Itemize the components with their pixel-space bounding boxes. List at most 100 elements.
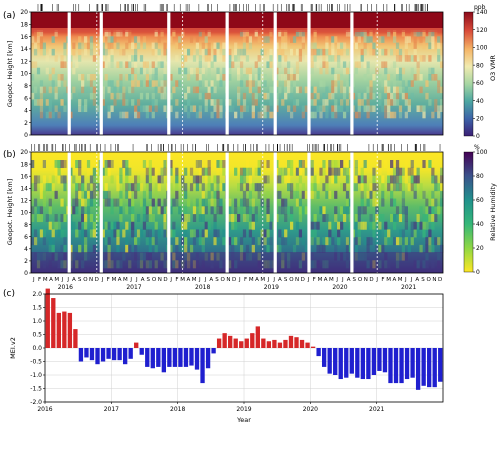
humidity-cell (131, 198, 135, 207)
ozone-cell (431, 30, 435, 37)
humidity-cell (431, 198, 435, 207)
humidity-cell (284, 175, 288, 184)
humidity-cell (419, 190, 423, 199)
humidity-cell (169, 167, 173, 176)
ozone-cell (337, 55, 341, 62)
ozone-cell (204, 48, 208, 56)
humidity-cell (78, 244, 82, 253)
ozone-cell (410, 42, 414, 50)
humidity-cell (322, 167, 326, 176)
ozone-cell (342, 67, 347, 75)
humidity-cell (334, 244, 338, 253)
ozone-cell (254, 99, 258, 106)
ozone-cell (275, 80, 279, 87)
ozone-cell (125, 99, 129, 106)
humidity-cell (107, 244, 111, 253)
humidity-cell (245, 214, 250, 223)
humidity-cell (395, 160, 400, 169)
ozone-cell (145, 61, 150, 69)
ozone-cell (428, 99, 432, 106)
ozone-cell (413, 30, 417, 37)
ozone-cell (260, 48, 264, 56)
ozone-cell (342, 61, 347, 69)
ozone-cell (198, 80, 202, 87)
ozone-cell (345, 80, 350, 87)
ozone-cell (398, 55, 403, 62)
ozone-cell (113, 99, 117, 106)
humidity-cell (245, 244, 250, 253)
ozone-cell (242, 67, 247, 75)
humidity-cell (83, 198, 88, 207)
humidity-cell (216, 206, 220, 215)
ozone-cell (369, 42, 373, 50)
humidity-cell (86, 206, 91, 215)
humidity-cell (416, 167, 420, 176)
humidity-cell (360, 221, 364, 230)
month-label: S (284, 277, 288, 283)
ozone-cell (198, 61, 202, 69)
humidity-cell (54, 167, 58, 176)
humidity-cell (281, 167, 285, 176)
ozone-cell (86, 86, 91, 94)
humidity-cell (410, 221, 414, 230)
humidity-cell (69, 206, 73, 215)
humidity-cell (392, 221, 397, 230)
humidity-cell (192, 214, 197, 223)
month-label: D (163, 277, 167, 283)
y-tick-label: 4 (24, 246, 28, 253)
humidity-cell (425, 198, 429, 207)
humidity-cell (331, 175, 335, 184)
humidity-cell (131, 221, 135, 230)
humidity-cell (295, 237, 300, 246)
ozone-cell (195, 86, 200, 94)
humidity-cell (378, 214, 382, 223)
ozone-cell (192, 74, 197, 81)
ozone-cell (216, 105, 220, 113)
ozone-cell (83, 105, 88, 113)
humidity-cell (42, 175, 47, 184)
ozone-cell (387, 111, 391, 119)
ozone-cell (298, 30, 303, 37)
humidity-cell (72, 175, 76, 184)
ozone-cell (437, 48, 441, 56)
humidity-cell (266, 190, 270, 199)
humidity-cell (128, 206, 132, 215)
ozone-cell (60, 61, 64, 69)
ozone-cell (413, 55, 417, 62)
month-label: J (66, 277, 69, 283)
ozone-cell (325, 61, 329, 69)
humidity-cell (219, 183, 223, 192)
ozone-cell (248, 74, 253, 81)
humidity-cell (239, 183, 244, 192)
year-label: 2019 (264, 284, 279, 291)
humidity-cell (83, 237, 88, 246)
ozone-cell (31, 74, 35, 81)
humidity-cell (234, 198, 238, 207)
humidity-cell (128, 190, 132, 199)
ozone-cell (204, 99, 208, 106)
mei-bar (178, 348, 183, 367)
ozone-cell (281, 36, 285, 43)
ozone-cell (136, 74, 141, 81)
mei-bar (344, 348, 349, 378)
humidity-cell (57, 229, 61, 238)
humidity-cell (95, 175, 99, 184)
humidity-cell (342, 214, 347, 223)
ozone-cell (254, 74, 258, 81)
ozone-cell (201, 67, 205, 75)
x-tick-label: 2016 (37, 406, 52, 413)
humidity-cell (78, 183, 82, 192)
ozone-cell (387, 99, 391, 106)
ozone-cell (154, 67, 158, 75)
humidity-cell (134, 190, 138, 199)
humidity-cell (83, 221, 88, 230)
ozone-cell (266, 111, 270, 119)
humidity-cell (378, 229, 382, 238)
ozone-cell (163, 74, 167, 81)
year-label: 2016 (58, 284, 73, 291)
humidity-cell (378, 244, 382, 253)
ozone-cell (395, 99, 400, 106)
ozone-cell (128, 74, 132, 81)
month-label: J (101, 277, 104, 283)
humidity-cell (345, 206, 350, 215)
